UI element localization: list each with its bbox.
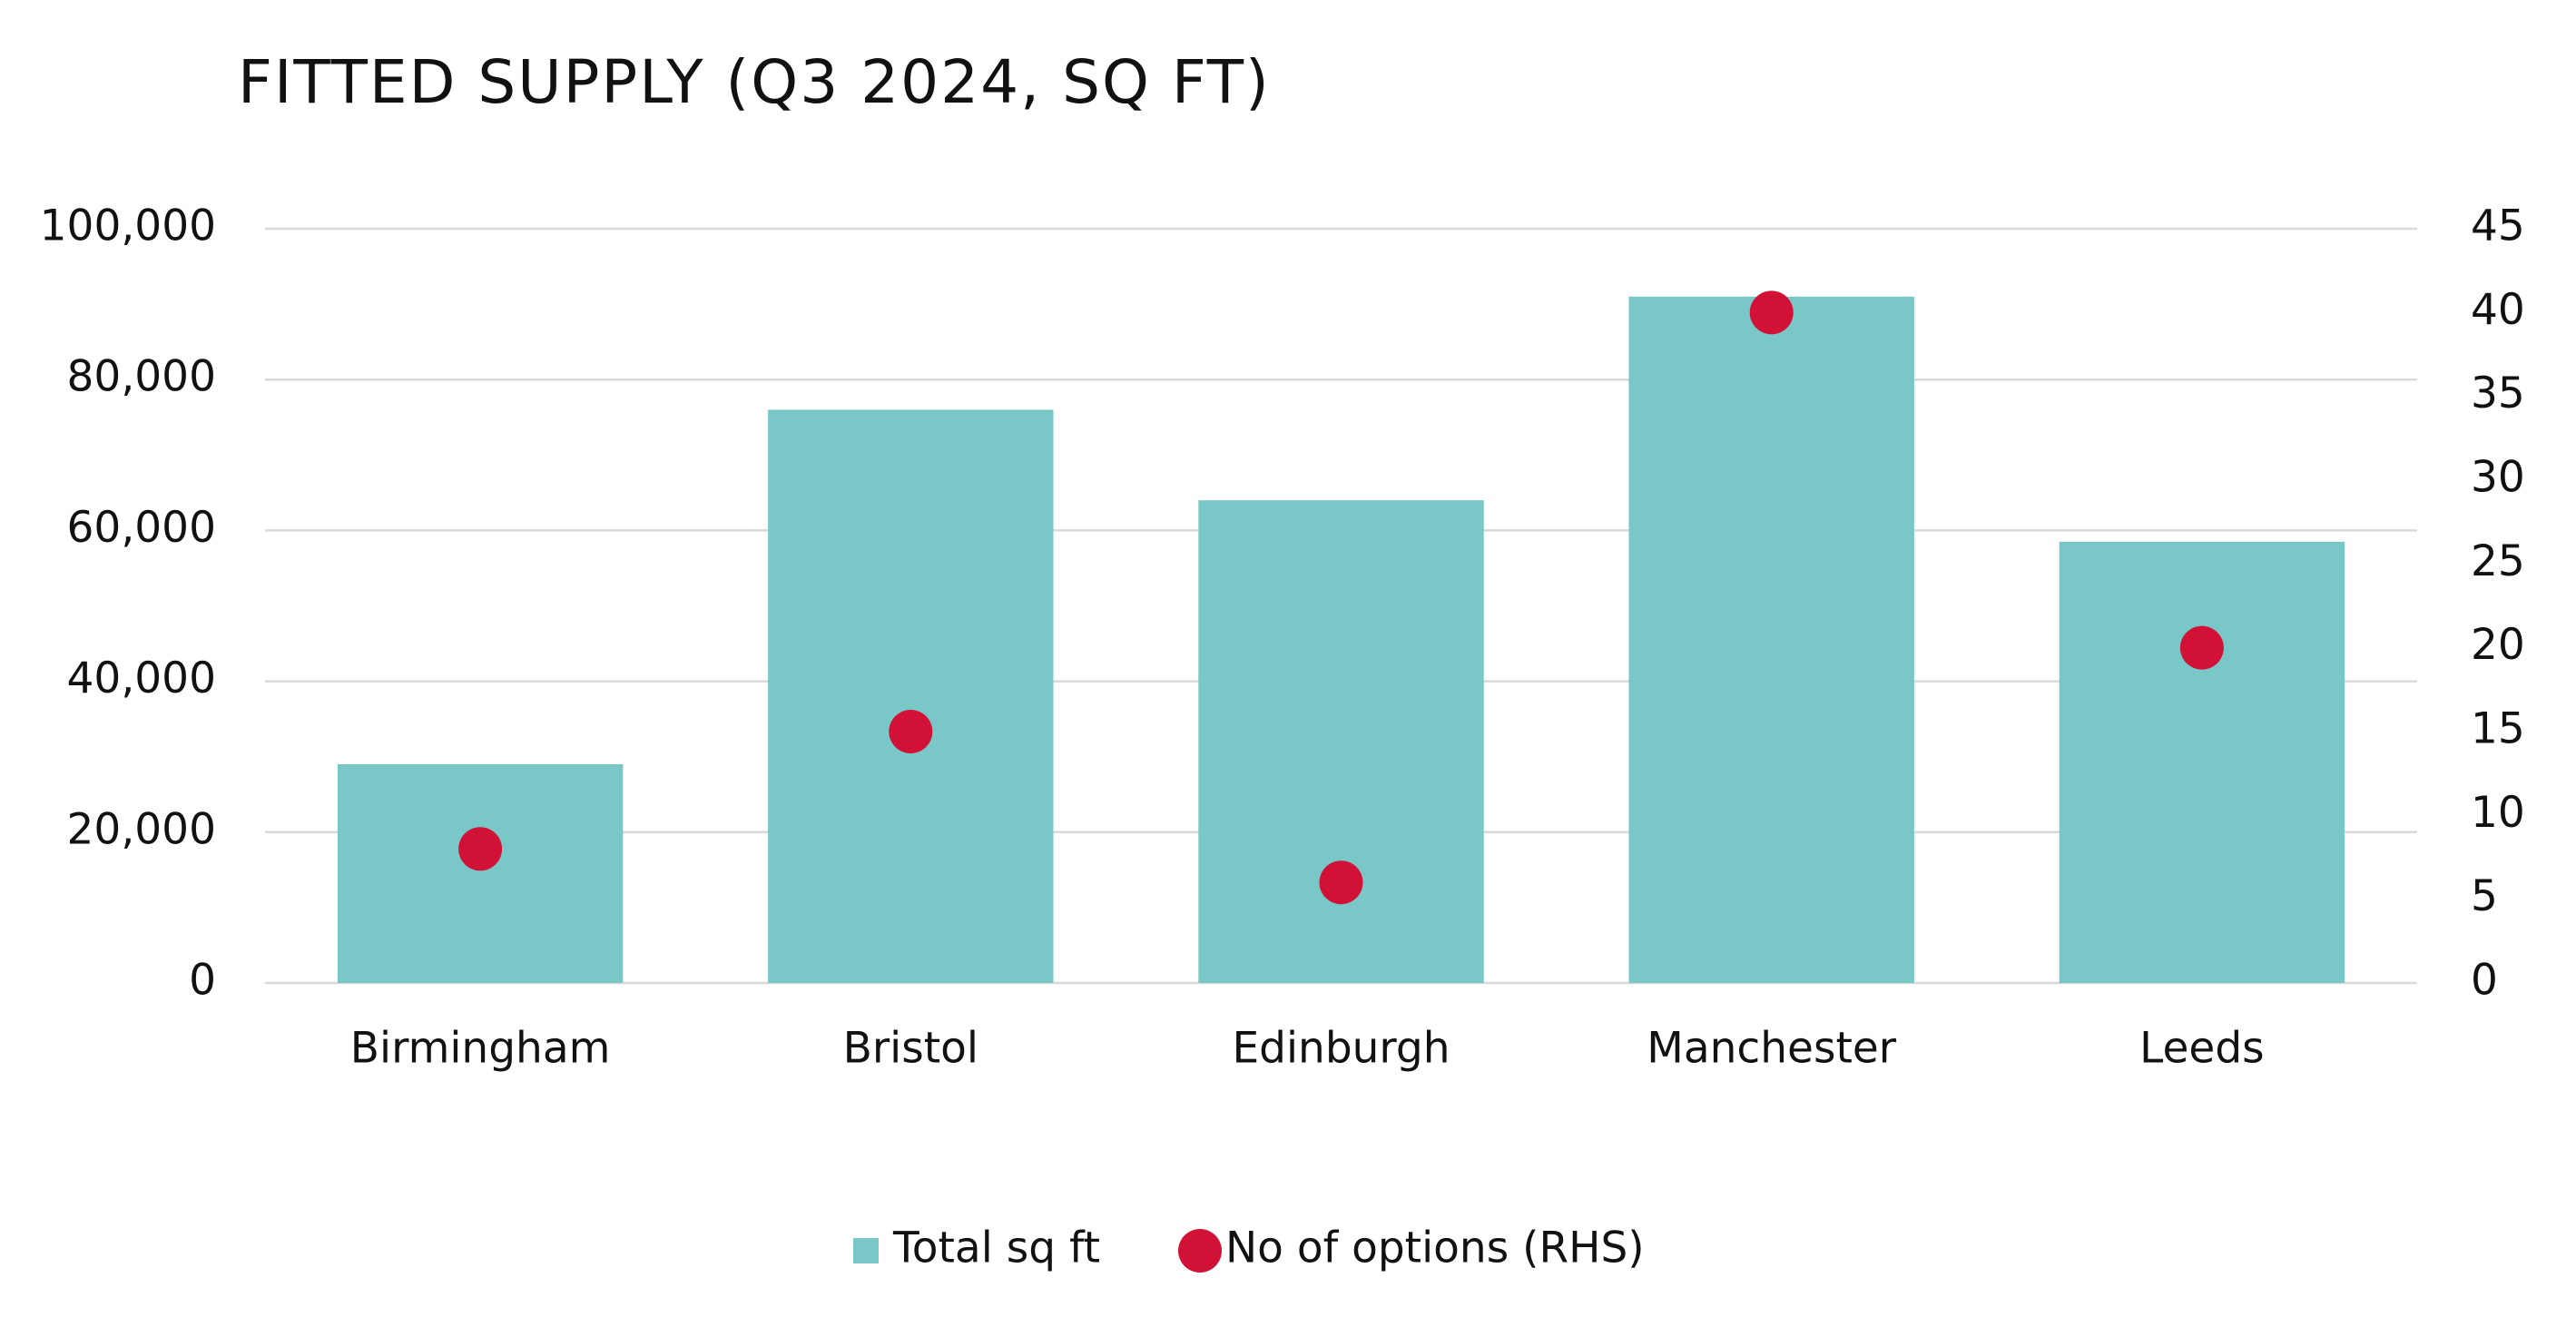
y-tick-label: 40,000 [67,654,216,703]
dot [2179,625,2224,670]
bar [1628,296,1914,983]
bar [337,764,624,983]
x-tick-label: Birmingham [350,1024,611,1074]
x-tick-label: Leeds [2139,1024,2265,1074]
y2-tick-label: 15 [2471,704,2525,754]
y-tick-label: 0 [189,956,216,1006]
y2-tick-label: 35 [2471,369,2525,418]
y-tick-label: 80,000 [67,352,216,402]
x-tick-label: Bristol [843,1024,978,1074]
legend-label: Total sq ft [892,1224,1100,1273]
dot [889,710,933,753]
chart-title: FITTED SUPPLY (Q3 2024, SQ FT) [238,47,1271,117]
y2-tick-label: 30 [2471,453,2525,503]
y-tick-label: 60,000 [67,503,216,553]
x-tick-label: Edinburgh [1232,1024,1450,1074]
dot [1319,860,1363,905]
bar [1198,500,1484,983]
x-tick-label: Manchester [1647,1024,1897,1074]
dot [1749,290,1794,335]
legend-marker [1178,1229,1222,1273]
y2-tick-label: 45 [2471,202,2525,251]
bar [2059,541,2345,983]
y-tick-label: 100,000 [40,202,216,251]
y-tick-label: 20,000 [67,804,216,854]
y2-tick-label: 25 [2471,536,2525,586]
y2-tick-label: 5 [2471,871,2498,921]
bar [768,409,1054,983]
dot [458,827,503,871]
y2-tick-label: 10 [2471,788,2525,838]
y2-tick-label: 20 [2471,620,2525,670]
legend-label: No of options (RHS) [1225,1224,1645,1273]
y2-tick-label: 0 [2471,956,2498,1006]
legend-marker [853,1238,879,1263]
y2-tick-label: 40 [2471,285,2525,335]
